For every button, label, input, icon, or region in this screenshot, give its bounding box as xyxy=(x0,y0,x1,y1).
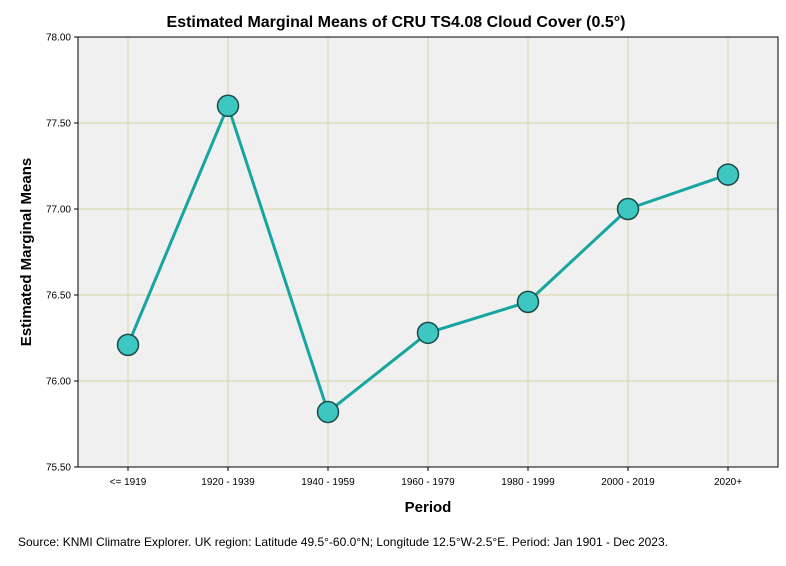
x-tick-label: 1980 - 1999 xyxy=(501,477,555,488)
y-axis-title: Estimated Marginal Means xyxy=(18,158,35,346)
y-tick-label: 77.00 xyxy=(46,205,71,216)
data-point xyxy=(516,290,540,314)
data-point xyxy=(216,94,240,118)
y-tick-label: 78.00 xyxy=(46,33,71,44)
x-tick-label: 1920 - 1939 xyxy=(201,477,255,488)
x-axis-title: Period xyxy=(405,499,452,516)
y-tick-label: 75.50 xyxy=(46,463,71,474)
data-point xyxy=(616,197,640,221)
data-point xyxy=(716,163,740,186)
data-point xyxy=(116,333,140,357)
data-point xyxy=(416,321,440,345)
data-point xyxy=(316,400,340,424)
y-tick-label: 76.50 xyxy=(46,291,71,302)
source-note: Source: KNMI Climatre Explorer. UK regio… xyxy=(18,535,668,549)
x-tick-label: 2000 - 2019 xyxy=(601,477,655,488)
y-axis: 75.50 76.00 76.50 77.00 77.50 78.00 xyxy=(46,33,78,474)
y-tick-label: 76.00 xyxy=(46,377,71,388)
x-tick-label: <= 1919 xyxy=(110,477,147,488)
y-tick-label: 77.50 xyxy=(46,119,71,130)
x-tick-label: 1940 - 1959 xyxy=(301,477,355,488)
series xyxy=(116,94,740,424)
x-tick-label: 2020+ xyxy=(714,477,742,488)
chart-title: Estimated Marginal Means of CRU TS4.08 C… xyxy=(167,14,626,31)
x-axis: <= 1919 1920 - 1939 1940 - 1959 1960 - 1979… xyxy=(110,467,742,488)
x-tick-label: 1960 - 1979 xyxy=(401,477,455,488)
